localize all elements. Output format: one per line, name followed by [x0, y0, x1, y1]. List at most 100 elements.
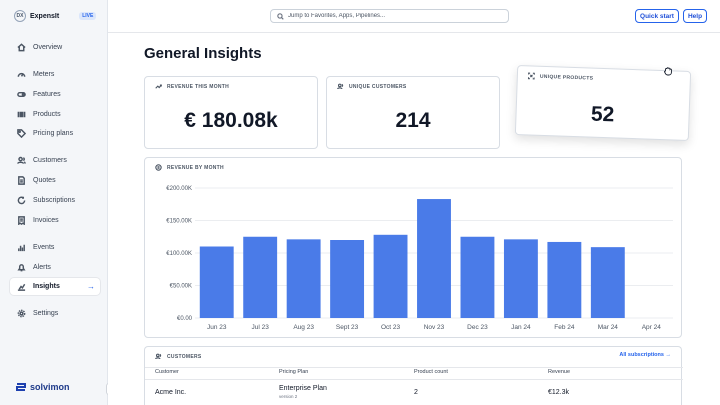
cell-revenue: €12.3k [548, 389, 570, 396]
sidebar-item-label: Meters [33, 71, 55, 78]
search-input[interactable] [288, 13, 488, 19]
sidebar-item-insights[interactable]: Insights → [10, 278, 100, 295]
kpi-card-customers: UNIQUE CUSTOMERS 214 [326, 76, 500, 149]
bar-jun-23[interactable] [199, 246, 234, 319]
column-header-pricing-plan[interactable]: Pricing Plan [279, 369, 309, 375]
x-tick-label: Feb 24 [554, 324, 575, 331]
tag-icon [16, 129, 26, 139]
column-header-customer[interactable]: Customer [155, 369, 179, 375]
sidebar-item-label: Events [33, 244, 55, 251]
chart-title: REVENUE BY MONTH [167, 164, 224, 171]
bar-nov-23[interactable] [417, 199, 451, 318]
main-content: Quick start Help General Insights REVENU… [108, 0, 720, 405]
search-icon [277, 12, 284, 20]
quick-start-button[interactable]: Quick start [635, 9, 679, 23]
sidebar-item-customers[interactable]: Customers [10, 152, 100, 169]
cell-product-count: 2 [414, 389, 418, 396]
help-button[interactable]: Help [683, 9, 707, 23]
cell-customer: Acme Inc. [155, 389, 187, 396]
home-icon [16, 43, 26, 53]
bar-feb-24[interactable] [547, 241, 582, 318]
users-icon [337, 83, 344, 90]
sidebar-item-label: Quotes [33, 177, 56, 184]
gear-icon [16, 309, 26, 319]
kpi-label: UNIQUE PRODUCTS [539, 73, 594, 82]
x-tick-label: Apr 24 [642, 324, 662, 331]
coins-icon [155, 164, 162, 171]
bar-oct-23[interactable] [373, 234, 408, 318]
barcode-icon [16, 110, 26, 120]
sidebar-item-label: Subscriptions [33, 197, 76, 204]
kpi-label: REVENUE THIS MONTH [167, 83, 230, 90]
bar-mar-24[interactable] [590, 247, 625, 318]
sidebar: DX ExpensIt LIVE Overview Meters Feature… [0, 0, 108, 405]
sidebar-item-label: Customers [33, 157, 67, 164]
kpi-value: 214 [395, 109, 431, 132]
revenue-chart-card: REVENUE BY MONTH €0.00 €50.00K €100.00K €15… [144, 157, 682, 338]
sidebar-item-label: Alerts [33, 264, 51, 271]
bar-sept-23[interactable] [330, 240, 365, 318]
column-header-revenue[interactable]: Revenue [548, 369, 571, 375]
brand[interactable]: DX ExpensIt LIVE [14, 10, 97, 22]
footer-brand: solvimon [16, 382, 70, 392]
revenue-bar-chart: €0.00 €50.00K €100.00K €150.00K €200.00K Jun … [166, 186, 673, 331]
sidebar-item-label: Overview [33, 44, 63, 51]
footer-brand-name: solvimon [30, 382, 70, 392]
x-tick-label: Aug 23 [293, 324, 314, 331]
kpi-card-revenue: REVENUE THIS MONTH € 180.08k [144, 76, 318, 149]
sidebar-item-invoices[interactable]: Invoices [10, 212, 100, 229]
sidebar-item-pricing-plans[interactable]: Pricing plans [10, 125, 100, 142]
all-subscriptions-link[interactable]: All subscriptions → [619, 352, 671, 358]
sidebar-item-label: Insights [33, 283, 60, 290]
document-icon [16, 176, 26, 186]
sidebar-item-label: Invoices [33, 217, 59, 224]
x-tick-label: Sept 23 [336, 324, 359, 331]
sidebar-item-alerts[interactable]: Alerts [10, 259, 100, 276]
bell-icon [16, 263, 26, 273]
y-tick-label: €200.00K [166, 186, 192, 192]
column-header-product-count[interactable]: Product count [414, 369, 448, 375]
toggle-icon [16, 90, 26, 100]
y-tick-label: €150.00K [166, 219, 192, 225]
sidebar-item-meters[interactable]: Meters [10, 66, 100, 83]
sidebar-item-features[interactable]: Features [10, 86, 100, 103]
kpi-value: € 180.08k [184, 109, 278, 132]
gauge-icon [16, 70, 26, 80]
users-icon [16, 156, 26, 166]
sidebar-item-quotes[interactable]: Quotes [10, 172, 100, 189]
cell-pricing-plan: Enterprise Plan [279, 385, 327, 392]
users-icon [155, 353, 162, 360]
sidebar-item-settings[interactable]: Settings [10, 305, 100, 322]
cell-plan-version: version 2 [279, 394, 298, 399]
sidebar-item-events[interactable]: Events [10, 239, 100, 256]
x-tick-label: Jul 23 [252, 324, 270, 331]
x-tick-label: Jan 24 [511, 324, 531, 331]
x-tick-label: Mar 24 [598, 324, 619, 331]
sidebar-item-subscriptions[interactable]: Subscriptions [10, 192, 100, 209]
table-title: CUSTOMERS [167, 353, 202, 360]
sidebar-item-overview[interactable]: Overview [10, 39, 100, 56]
arrow-right-icon: → [87, 282, 95, 291]
bar-jan-24[interactable] [503, 239, 538, 318]
customers-table-card: CUSTOMERS All subscriptions → Customer P… [144, 346, 683, 405]
bar-jul-23[interactable] [243, 236, 278, 318]
sidebar-item-label: Features [33, 91, 61, 98]
bar-aug-23[interactable] [286, 239, 321, 318]
search-bar[interactable] [270, 9, 509, 23]
sidebar-item-label: Settings [33, 310, 59, 317]
refresh-icon [16, 196, 26, 206]
invoice-icon [16, 216, 26, 226]
sidebar-item-products[interactable]: Products [10, 106, 100, 123]
solvimon-logo-icon [16, 383, 26, 391]
y-tick-label: €0.00 [177, 316, 193, 322]
bar-dec-23[interactable] [460, 236, 495, 318]
brand-name: ExpensIt [30, 12, 60, 20]
x-tick-label: Jun 23 [207, 324, 227, 331]
bars-icon [16, 243, 26, 253]
chart-icon [16, 282, 26, 292]
y-tick-label: €100.00K [166, 251, 192, 257]
kpi-value: 52 [590, 102, 615, 127]
page-title: General Insights [144, 45, 262, 62]
x-tick-label: Nov 23 [424, 324, 445, 331]
kpi-card-products[interactable]: UNIQUE PRODUCTS 52 [514, 64, 692, 142]
